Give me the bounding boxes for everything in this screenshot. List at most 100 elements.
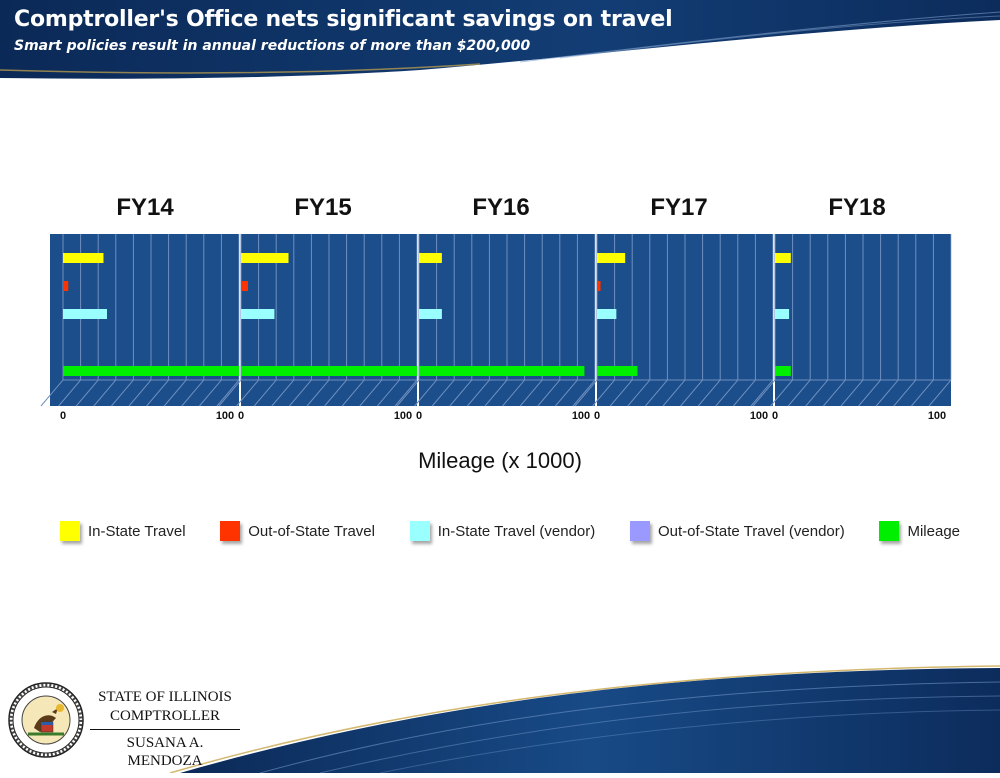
floor-line	[93, 379, 117, 407]
bar-FY15-out-of-state-travel	[241, 281, 249, 291]
legend-item: Out-of-State Travel	[220, 521, 375, 541]
floor-line	[396, 379, 420, 407]
x-tick-label: 0	[594, 410, 600, 422]
floor-line	[697, 379, 721, 407]
floor-line	[928, 379, 952, 407]
floor-line	[271, 379, 295, 407]
legend-label: Mileage	[907, 522, 960, 540]
floor-line	[253, 379, 277, 407]
floor-line	[467, 379, 490, 407]
legend-item: Mileage	[879, 521, 960, 541]
floor-line	[163, 379, 187, 407]
bar-FY14-out-of-state-travel	[63, 281, 69, 291]
x-tick-label: 0	[60, 410, 66, 422]
agency-line-3: SUSANA A. MENDOZA	[126, 735, 204, 769]
floor-line	[58, 379, 81, 407]
floor-line	[341, 379, 365, 407]
bar-FY16-mileage	[419, 366, 585, 376]
floor-line	[555, 379, 578, 407]
floor-line	[787, 379, 811, 407]
bar-FY17-mileage	[597, 366, 638, 376]
floor-line	[572, 379, 596, 407]
x-tick-label: 100	[572, 410, 590, 422]
floor-line	[592, 379, 615, 407]
floor-line	[449, 379, 473, 407]
floor-line	[823, 379, 846, 407]
floor-line	[893, 379, 917, 407]
bar-FY14-in-state-travel	[63, 253, 104, 263]
legend-item: Out-of-State Travel (vendor)	[630, 521, 845, 541]
bar-FY16-in-state-travel	[419, 253, 442, 263]
bar-FY18-mileage	[775, 366, 791, 376]
legend-label: In-State Travel	[88, 522, 186, 540]
legend-swatch	[630, 521, 650, 541]
page-title: Comptroller's Office nets significant sa…	[14, 7, 673, 32]
bar-FY17-out-of-state-travel	[597, 281, 601, 291]
floor-line	[911, 379, 934, 407]
x-tick-label: 0	[416, 410, 422, 422]
floor-line	[128, 379, 152, 407]
floor-line	[627, 379, 651, 407]
floor-line	[306, 379, 330, 407]
floor-line	[394, 379, 418, 407]
floor-line	[199, 379, 222, 407]
floor-line	[289, 379, 312, 407]
floor-line	[146, 379, 169, 407]
x-axis-label: Mileage (x 1000)	[418, 448, 582, 473]
bar-FY15-in-state-travel	[241, 253, 289, 263]
legend-swatch	[60, 521, 80, 541]
panel-title-fy14: FY14	[116, 194, 174, 221]
bar-FY14-mileage	[63, 366, 239, 376]
x-tick-label: 100	[750, 410, 768, 422]
bar-FY18-in-state-travel	[775, 253, 791, 263]
floor-line	[431, 379, 455, 407]
legend-swatch	[220, 521, 241, 541]
header-banner	[0, 0, 1000, 80]
bar-FY17-in-state-travel	[597, 253, 626, 263]
floor-line	[662, 379, 686, 407]
floor-line	[414, 379, 437, 407]
x-tick-label: 100	[394, 410, 412, 422]
floor-line	[75, 379, 99, 407]
panel-title-fy17: FY17	[650, 194, 708, 221]
chart-legend: In-State Travel Out-of-State Travel In-Sta…	[60, 516, 960, 546]
bar-FY17-in-state-travel-vendor-	[597, 309, 617, 319]
floor-line	[111, 379, 134, 407]
floor-line	[377, 379, 400, 407]
agency-line-2: COMPTROLLER	[109, 708, 220, 724]
x-tick-label: 0	[238, 410, 244, 422]
legend-item: In-State Travel (vendor)	[409, 521, 596, 541]
legend-label: Out-of-State Travel	[248, 522, 375, 540]
x-tick-label: 0	[772, 410, 778, 422]
floor-line	[875, 379, 899, 407]
plot-left-wall	[50, 234, 63, 406]
panel-title-fy18: FY18	[828, 194, 886, 221]
agency-name: STATE OF ILLINOIS COMPTROLLER SUSANA A. …	[90, 688, 240, 770]
bar-FY15-mileage	[241, 366, 417, 376]
floor-line	[645, 379, 668, 407]
floor-line	[537, 379, 561, 407]
agency-line-1: STATE OF ILLINOIS	[98, 689, 232, 705]
floor-line	[752, 379, 776, 407]
bar-FY16-in-state-travel-vendor-	[419, 309, 442, 319]
floor-line	[181, 379, 205, 407]
legend-item: In-State Travel	[60, 521, 186, 541]
floor-line	[502, 379, 525, 407]
x-tick-label: 100	[216, 410, 234, 422]
x-tick-label: 100	[928, 410, 946, 422]
floor-line	[750, 379, 774, 407]
panel-title-fy16: FY16	[472, 194, 530, 221]
legend-label: Out-of-State Travel (vendor)	[658, 522, 845, 540]
legend-label: In-State Travel (vendor)	[437, 522, 596, 540]
floor-line	[680, 379, 703, 407]
bar-FY14-in-state-travel-vendor-	[63, 309, 107, 319]
legend-swatch	[409, 521, 430, 541]
floor-line	[324, 379, 347, 407]
floor-line	[359, 379, 383, 407]
floor-line	[519, 379, 543, 407]
floor-line	[805, 379, 829, 407]
floor-line	[840, 379, 864, 407]
floor-line	[216, 379, 240, 407]
floor-line	[236, 379, 259, 407]
